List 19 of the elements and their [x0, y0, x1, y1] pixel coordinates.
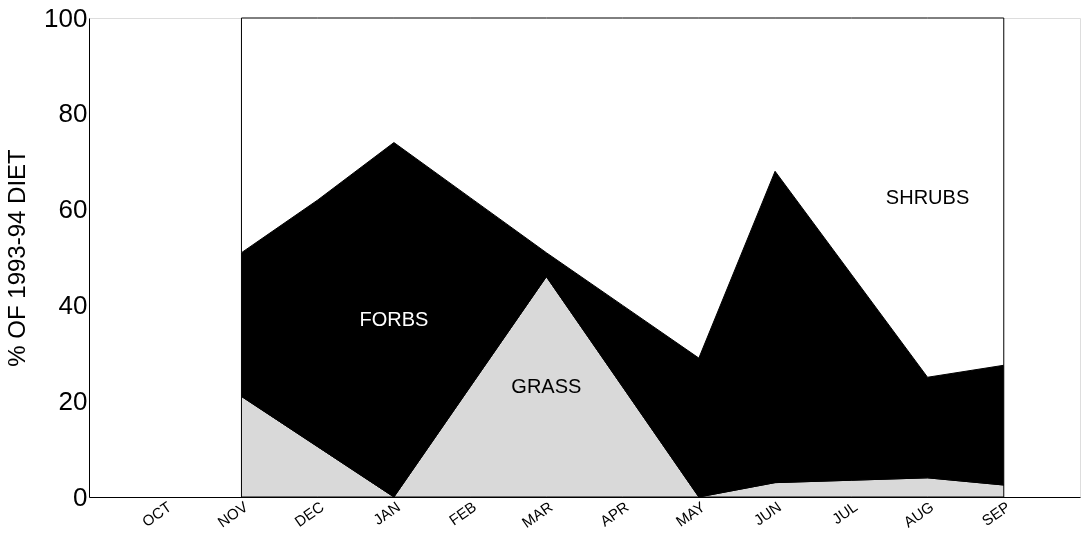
- x-tick-label: DEC: [291, 497, 327, 530]
- series-label: FORBS: [359, 307, 429, 330]
- y-tick-label: 100: [44, 2, 88, 33]
- x-tick-label: JAN: [370, 497, 404, 529]
- series-label: SHRUBS: [885, 185, 970, 208]
- y-axis-title: % OF 1993-94 DIET: [3, 148, 31, 367]
- y-tick-label: 40: [58, 289, 88, 320]
- x-tick-label: JUL: [828, 497, 861, 528]
- y-tick-label: 60: [58, 194, 88, 225]
- x-tick-label: JUN: [750, 497, 785, 529]
- y-tick-label: 20: [58, 385, 88, 416]
- x-tick-label: OCT: [138, 497, 175, 530]
- y-tick-label: 80: [58, 98, 88, 129]
- y-tick-label: 0: [73, 481, 88, 512]
- x-tick-label: SEP: [978, 497, 1013, 529]
- x-tick-label: FEB: [445, 497, 480, 529]
- x-tick-label: AUG: [900, 497, 937, 531]
- x-tick-label: APR: [596, 497, 632, 530]
- series-label: GRASS: [511, 374, 582, 397]
